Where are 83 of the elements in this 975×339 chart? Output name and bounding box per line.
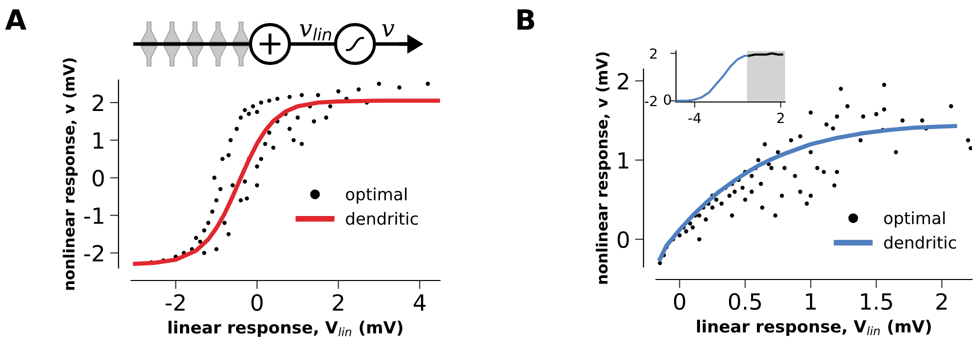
- point: [206, 220, 210, 225]
- point: [230, 183, 235, 188]
- x-tick-label: 2: [332, 294, 344, 311]
- point: [287, 94, 292, 100]
- point: [300, 142, 304, 146]
- point: [218, 186, 223, 192]
- point: [287, 126, 292, 131]
- point: [336, 89, 340, 94]
- y-axis-title: nonlinear response, v (mV): [62, 58, 78, 290]
- x-tick-label: -4: [688, 112, 701, 123]
- point: [202, 228, 206, 232]
- point: [214, 198, 218, 202]
- point: [292, 138, 296, 142]
- point: [324, 116, 328, 120]
- point: [296, 116, 300, 120]
- x-tick-label: 4: [414, 294, 426, 311]
- point: [397, 85, 402, 90]
- point: [316, 92, 320, 98]
- legend-label: dendritic: [884, 236, 956, 249]
- x-axis-title: linear response, V$_{lin}$ (mV): [697, 320, 931, 336]
- point: [263, 142, 268, 146]
- point: [254, 183, 260, 188]
- point: [242, 108, 247, 112]
- point: [234, 126, 239, 131]
- legend-label: optimal: [884, 211, 945, 228]
- line-series: [676, 54, 750, 102]
- y-axis-title: nonlinear response, v (mV): [596, 52, 611, 284]
- point: [226, 153, 231, 158]
- y-tick-label: 2: [618, 72, 628, 90]
- y-tick-label: -1: [84, 208, 104, 224]
- point: [254, 110, 260, 114]
- y-tick-label: 0: [92, 170, 104, 187]
- point: [254, 164, 260, 169]
- point: [312, 119, 316, 124]
- point: [202, 250, 206, 256]
- x-tick-label: 1.5: [861, 293, 892, 310]
- chart-title: B: [518, 9, 534, 30]
- point: [275, 96, 280, 101]
- y-tick-label: 1: [94, 132, 104, 149]
- point: [238, 116, 243, 120]
- point: [267, 98, 272, 103]
- annotation: 0: [664, 94, 671, 105]
- point: [198, 240, 202, 244]
- point: [259, 156, 264, 162]
- point: [267, 130, 272, 135]
- line-series: [658, 124, 958, 262]
- point: [220, 156, 225, 162]
- x-tick-label: 2: [936, 293, 947, 310]
- text: v$_{lin}$: [300, 24, 332, 40]
- point: [226, 232, 231, 236]
- point: [250, 104, 256, 108]
- point: [212, 176, 216, 180]
- x-tick-label: 0: [251, 294, 263, 311]
- point: [376, 82, 382, 86]
- y-tick-label: 1: [618, 152, 628, 169]
- legend-label: optimal: [346, 188, 406, 204]
- x-tick-label: 0: [674, 293, 686, 310]
- text: v: [382, 24, 394, 37]
- point: [328, 104, 332, 108]
- point: [271, 146, 276, 150]
- point: [300, 92, 304, 98]
- y-tick-label: -2: [84, 244, 104, 262]
- point: [244, 196, 249, 201]
- point: [210, 210, 214, 214]
- line-series: [132, 98, 440, 266]
- point: [356, 87, 361, 92]
- point: [214, 247, 218, 252]
- point: [246, 112, 251, 116]
- point: [259, 100, 264, 105]
- y-tick-label: 0: [618, 231, 629, 248]
- x-tick-label: 0.5: [728, 293, 761, 310]
- y-tick-label: 2: [92, 94, 104, 112]
- point: [242, 179, 247, 184]
- point: [228, 138, 233, 142]
- x-axis-title: linear response, V$_{lin}$ (mV): [168, 320, 402, 337]
- point: [194, 236, 198, 240]
- point: [426, 82, 430, 86]
- legend-label: dendritic: [346, 212, 418, 225]
- point: [222, 220, 227, 225]
- chart-title: A: [5, 9, 26, 30]
- x-tick-label: -2: [166, 294, 185, 311]
- x-tick-label: 1: [806, 293, 816, 310]
- point: [238, 198, 243, 202]
